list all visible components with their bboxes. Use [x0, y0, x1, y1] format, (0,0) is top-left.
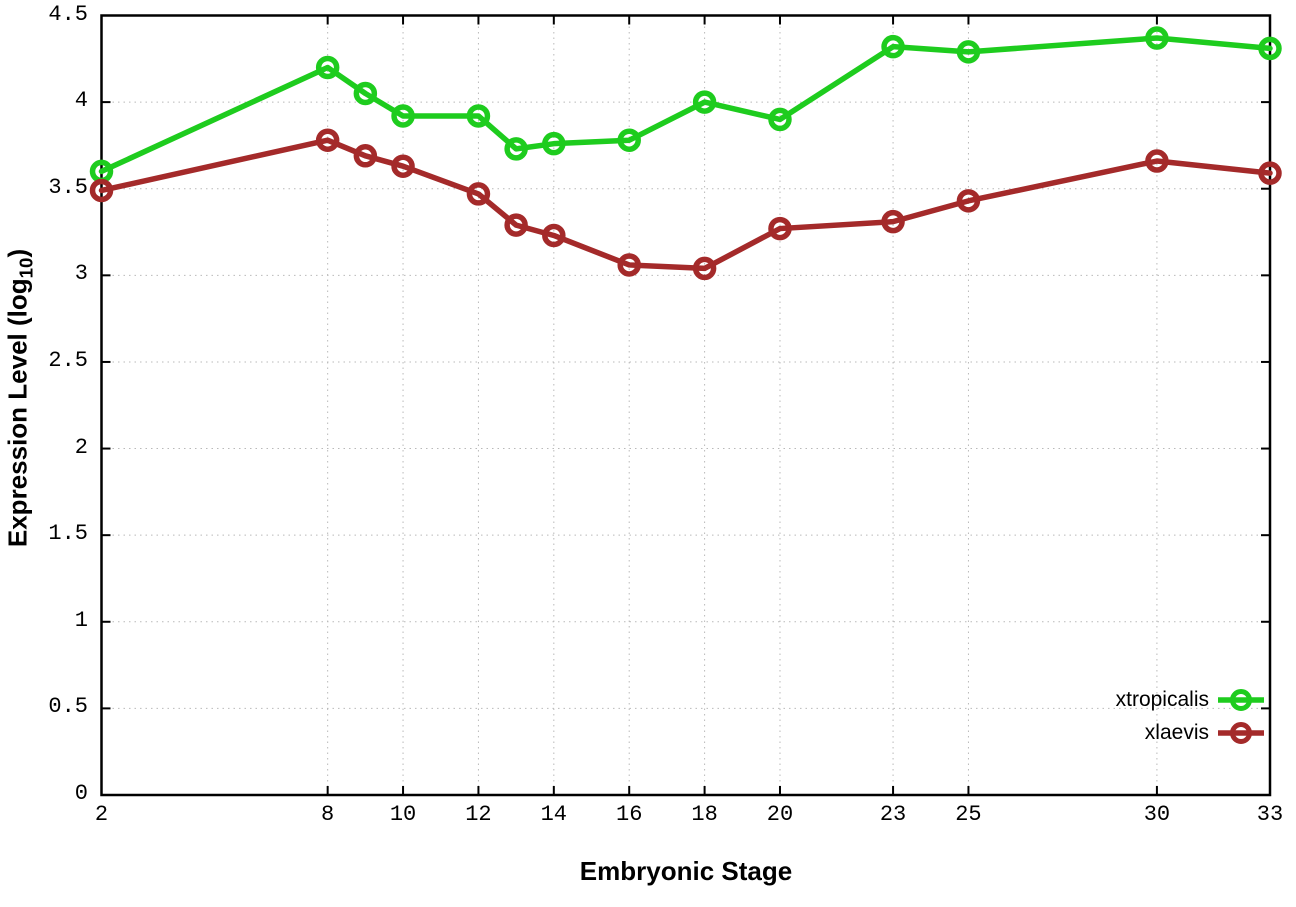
data-point-xlaevis: [1258, 161, 1282, 185]
y-tick-label: 2: [74, 434, 88, 460]
data-point-xtropicalis: [542, 131, 566, 156]
data-point-xlaevis: [89, 178, 114, 203]
x-tick-label: 18: [691, 802, 718, 827]
data-point-xtropicalis: [504, 137, 528, 161]
series-line-xlaevis: [98, 137, 1273, 272]
y-tick-label: 1: [74, 607, 88, 633]
data-point-xtropicalis: [768, 107, 792, 132]
x-tick-label: 10: [389, 802, 417, 827]
y-tick-label: 3.5: [48, 174, 88, 200]
legend-label: xlaevis: [1144, 720, 1209, 744]
y-axis-title-main: Expression Level (log: [2, 278, 33, 548]
data-point-xlaevis: [353, 144, 378, 168]
x-tick-label: 12: [465, 802, 492, 827]
data-point-xlaevis: [542, 223, 566, 248]
x-tick-label: 25: [955, 802, 982, 827]
x-tick-label: 14: [540, 802, 568, 827]
data-point-xlaevis: [692, 256, 717, 281]
x-tick-label: 23: [879, 802, 907, 827]
data-point-xtropicalis: [1145, 26, 1169, 50]
data-point-xtropicalis: [391, 104, 415, 128]
y-axis-title-subscript: 10: [15, 257, 37, 279]
data-point-xtropicalis: [353, 81, 378, 106]
data-point-xlaevis: [391, 154, 415, 178]
data-point-xlaevis: [617, 253, 641, 277]
x-axis-title: Embryonic Stage: [579, 856, 793, 886]
data-point-xlaevis: [504, 213, 528, 237]
legend: xtropicalis xlaevis: [1116, 683, 1264, 749]
y-tick-label: 2.5: [48, 347, 88, 373]
data-point-xtropicalis: [617, 128, 641, 152]
y-tick-label: 4.5: [48, 1, 88, 27]
data-point-xtropicalis: [315, 55, 340, 80]
x-tick-label: 2: [94, 802, 109, 827]
y-tick-label: 3: [74, 261, 88, 287]
data-point-xlaevis: [956, 189, 981, 213]
data-point-xlaevis: [466, 182, 491, 206]
data-point-xtropicalis: [692, 90, 717, 114]
x-tick-label: 16: [616, 802, 643, 827]
y-tick-label: 0: [74, 781, 88, 806]
plot-border: [100, 14, 1272, 797]
legend-entry-xtropicalis: xtropicalis: [1116, 683, 1264, 716]
x-tick-label: 8: [321, 802, 335, 827]
data-point-xlaevis: [315, 128, 340, 152]
data-point-xtropicalis: [881, 34, 905, 59]
data-point-xtropicalis: [1258, 36, 1282, 61]
legend-marker-icon: [1218, 688, 1264, 711]
legend-label: xtropicalis: [1115, 687, 1209, 711]
legend-entry-xlaevis: xlaevis: [1145, 716, 1264, 749]
x-tick-label: 30: [1143, 802, 1171, 827]
data-point-xlaevis: [881, 209, 905, 234]
y-axis-title-close: ): [2, 248, 33, 258]
data-point-xtropicalis: [466, 104, 491, 128]
data-point-xlaevis: [768, 216, 792, 241]
y-tick-label: 0.5: [48, 694, 88, 720]
x-tick-label: 20: [766, 802, 794, 827]
data-point-xtropicalis: [956, 40, 981, 64]
y-axis-title: Expression Level (log10): [3, 249, 38, 547]
y-tick-label: 1.5: [48, 521, 88, 547]
x-tick-label: 33: [1256, 802, 1284, 827]
data-point-xlaevis: [1145, 149, 1169, 173]
legend-marker-icon: [1218, 721, 1264, 744]
y-tick-label: 4: [74, 88, 88, 114]
